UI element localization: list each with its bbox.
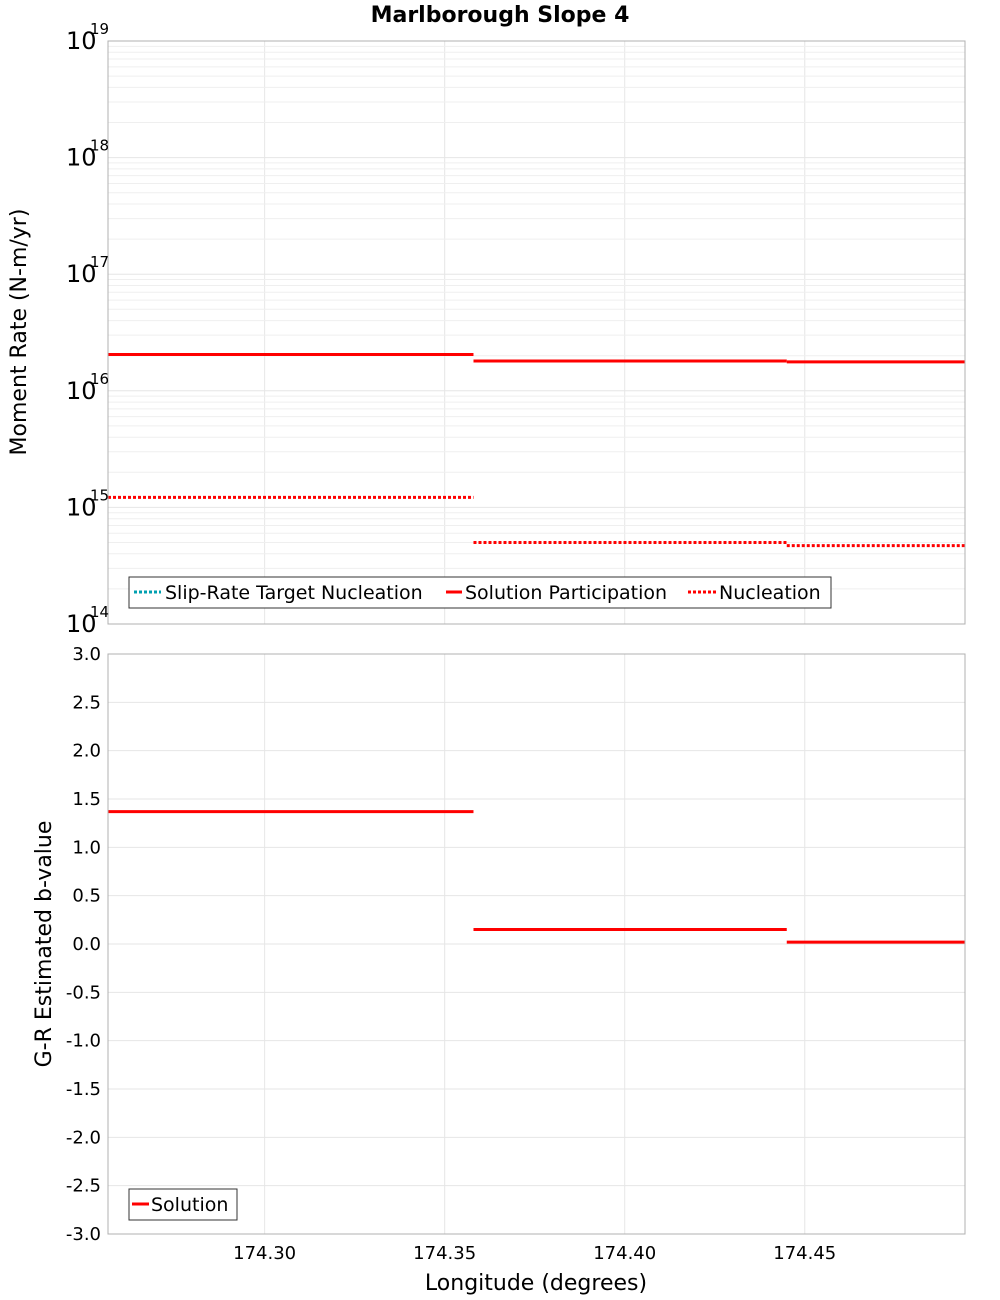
legend-label-nucleation: Nucleation xyxy=(719,582,821,604)
bottom-y-tick-label: 3.0 xyxy=(72,644,101,665)
bottom-y-tick-label: 0.5 xyxy=(72,886,101,907)
top-y-tick-label-base: 10 xyxy=(66,610,97,638)
bottom-x-tick-labels: 174.30 174.35 174.40 174.45 xyxy=(233,1243,836,1264)
x-axis-label: Longitude (degrees) xyxy=(425,1271,647,1296)
top-series xyxy=(108,352,965,548)
bottom-y-tick-label: 1.5 xyxy=(72,789,101,810)
legend-label-solution-participation: Solution Participation xyxy=(465,582,667,604)
legend-label-solution: Solution xyxy=(151,1194,228,1216)
top-y-tick-label-exponent: 19 xyxy=(90,20,109,38)
top-y-tick-label-exponent: 14 xyxy=(90,603,109,621)
top-plot-frame xyxy=(107,40,966,625)
bottom-y-tick-label: -2.0 xyxy=(66,1127,101,1148)
bottom-panel: -3.0 -2.5 -2.0 -1.5 -1.0 -0.5 0.0 0.5 1.0 1.5 2.0 2… xyxy=(32,644,966,1296)
top-y-tick-label-base: 10 xyxy=(66,493,97,521)
top-y-tick-label-exponent: 18 xyxy=(90,137,109,155)
bottom-y-tick-label: 1.0 xyxy=(72,837,101,858)
top-y-tick-label-base: 10 xyxy=(66,27,97,55)
bottom-y-tick-label: -0.5 xyxy=(66,982,101,1003)
top-y-axis-label: Moment Rate (N-m/yr) xyxy=(7,209,32,456)
bottom-y-tick-label: 2.5 xyxy=(72,692,101,713)
x-tick-label: 174.40 xyxy=(593,1243,656,1264)
top-legend: Slip-Rate Target Nucleation Solution Par… xyxy=(128,576,832,609)
bottom-y-tick-label: -2.5 xyxy=(66,1176,101,1197)
x-tick-label: 174.45 xyxy=(773,1243,836,1264)
bottom-y-tick-labels: -3.0 -2.5 -2.0 -1.5 -1.0 -0.5 0.0 0.5 1.0 1.5 2.0 2… xyxy=(66,644,101,1245)
top-y-tick-label-base: 10 xyxy=(66,377,97,405)
x-tick-label: 174.35 xyxy=(413,1243,476,1264)
chart-title: Marlborough Slope 4 xyxy=(371,3,630,28)
top-plot-background xyxy=(108,41,965,624)
bottom-plot-frame xyxy=(107,653,966,1235)
top-y-tick-label-base: 10 xyxy=(66,260,97,288)
top-y-tick-label-exponent: 15 xyxy=(90,486,109,504)
top-y-tick-label-exponent: 16 xyxy=(90,370,109,388)
bottom-y-tick-label: 0.0 xyxy=(72,934,101,955)
legend-label-slip-rate-target-nucleation: Slip-Rate Target Nucleation xyxy=(165,582,423,604)
top-grid xyxy=(108,40,965,625)
bottom-y-tick-label: -1.5 xyxy=(66,1079,101,1100)
bottom-legend: Solution xyxy=(128,1188,238,1221)
bottom-y-tick-label: -3.0 xyxy=(66,1224,101,1245)
bottom-y-tick-label: -1.0 xyxy=(66,1031,101,1052)
bottom-y-axis-label: G-R Estimated b-value xyxy=(32,821,57,1068)
bottom-series xyxy=(108,810,965,944)
top-y-tick-label-base: 10 xyxy=(66,144,97,172)
top-y-tick-label-exponent: 17 xyxy=(90,253,109,271)
bottom-y-tick-label: 2.0 xyxy=(72,741,101,762)
x-tick-label: 174.30 xyxy=(233,1243,296,1264)
